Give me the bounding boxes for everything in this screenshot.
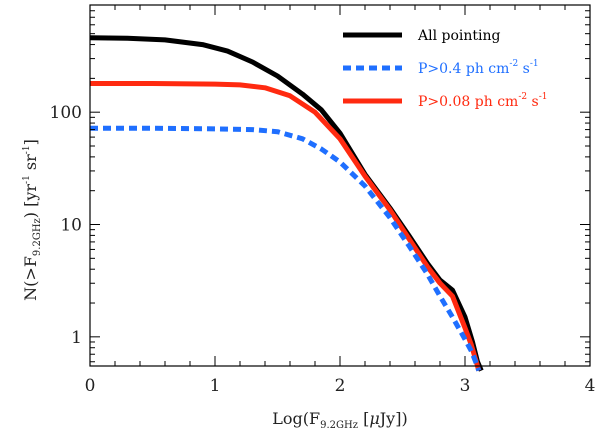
legend-label-all-pointing: All pointing [417,28,501,44]
x-tick-label: 4 [585,376,595,396]
y-tick-label: 10 [60,216,82,236]
legend-label-p04: P>0.4 ph cm-2 s-1 [418,59,539,77]
plot-lines [89,35,484,372]
legend-label-p008: P>0.08 ph cm-2 s-1 [418,92,548,110]
x-tick-label: 1 [210,376,221,396]
series-line-1 [90,125,482,372]
series-line-0 [89,35,484,372]
x-tick-label: 0 [85,376,96,396]
tick-labels: 0 1 2 3 4 1 10 100 [50,103,595,396]
x-tick-label: 2 [335,376,346,396]
x-axis-title: Log(F9.2GHz [μJy]) [272,409,407,431]
tick-marks [89,4,591,366]
y-tick-label: 100 [50,103,82,123]
legend: All pointing P>0.4 ph cm-2 s-1 P>0.08 ph… [343,28,548,110]
series-line-2 [90,81,482,372]
y-tick-label: 1 [71,328,82,348]
x-tick-label: 3 [460,376,471,396]
y-axis-title: N(>F9.2GHz) [yr-1 sr-1] [21,139,43,301]
